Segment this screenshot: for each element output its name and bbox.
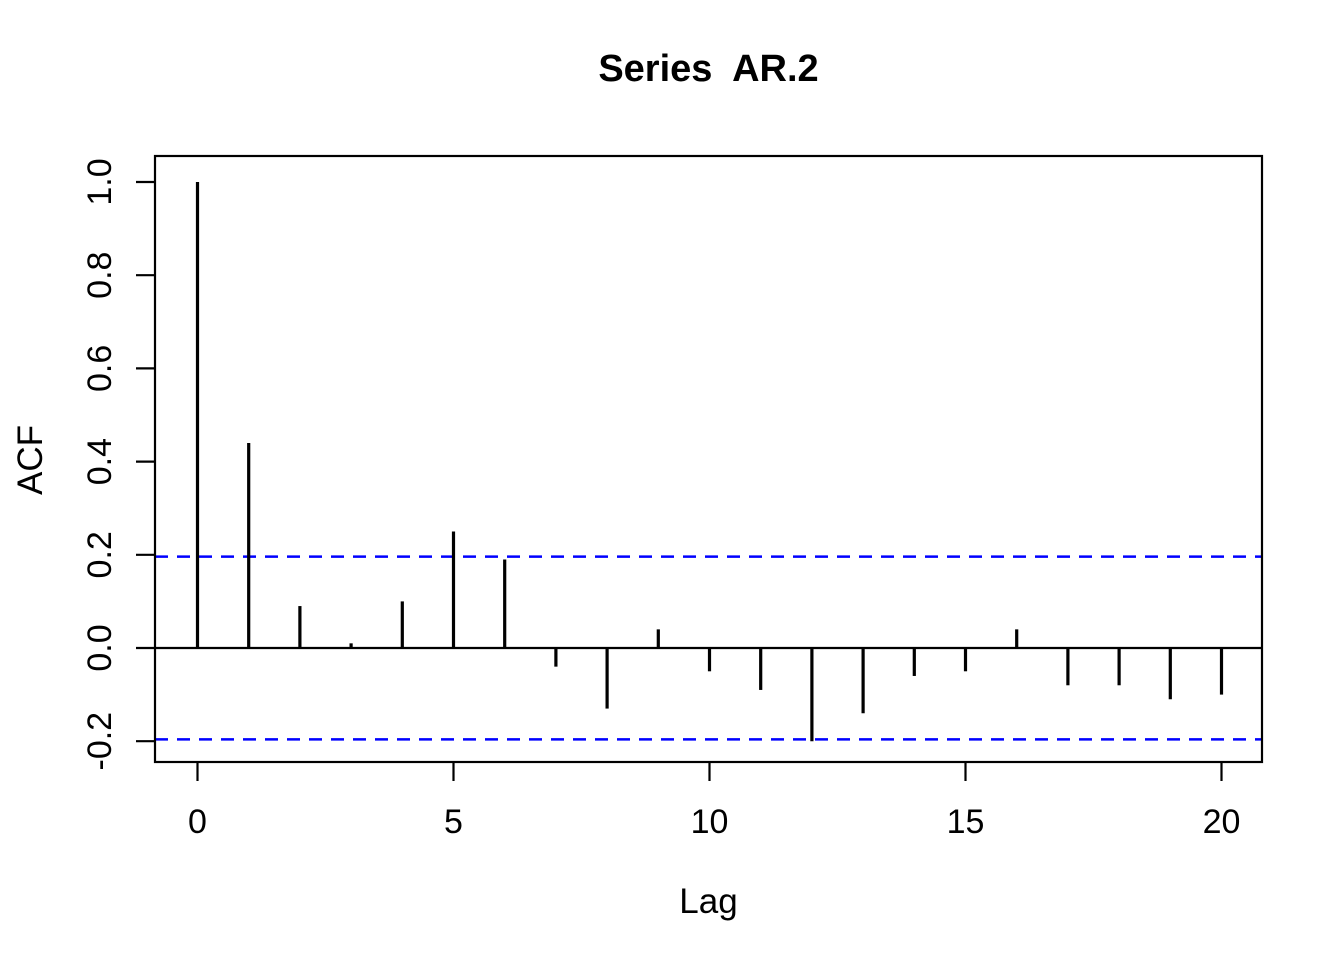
- chart-title: Series AR.2: [598, 48, 819, 90]
- y-tick-label: 1.0: [81, 158, 119, 205]
- y-tick-label: 0.0: [81, 624, 119, 671]
- x-tick-label: 15: [947, 803, 985, 841]
- y-tick-label: 0.4: [81, 438, 119, 485]
- x-axis-label: Lag: [679, 882, 738, 921]
- y-axis-label: ACF: [11, 425, 50, 495]
- y-tick-label: 0.8: [81, 252, 119, 299]
- y-tick-label: 0.6: [81, 345, 119, 392]
- x-tick-label: 0: [188, 803, 207, 841]
- x-tick-label: 10: [691, 803, 729, 841]
- y-tick-label: 0.2: [81, 531, 119, 578]
- acf-plot-area: 0 5 10 15 20 -0.2 0.0 0.2 0.4 0.6 0.8 1.0: [81, 154, 1264, 841]
- x-tick-label: 20: [1203, 803, 1241, 841]
- x-tick-label: 5: [444, 803, 463, 841]
- y-tick-label: -0.2: [81, 712, 119, 771]
